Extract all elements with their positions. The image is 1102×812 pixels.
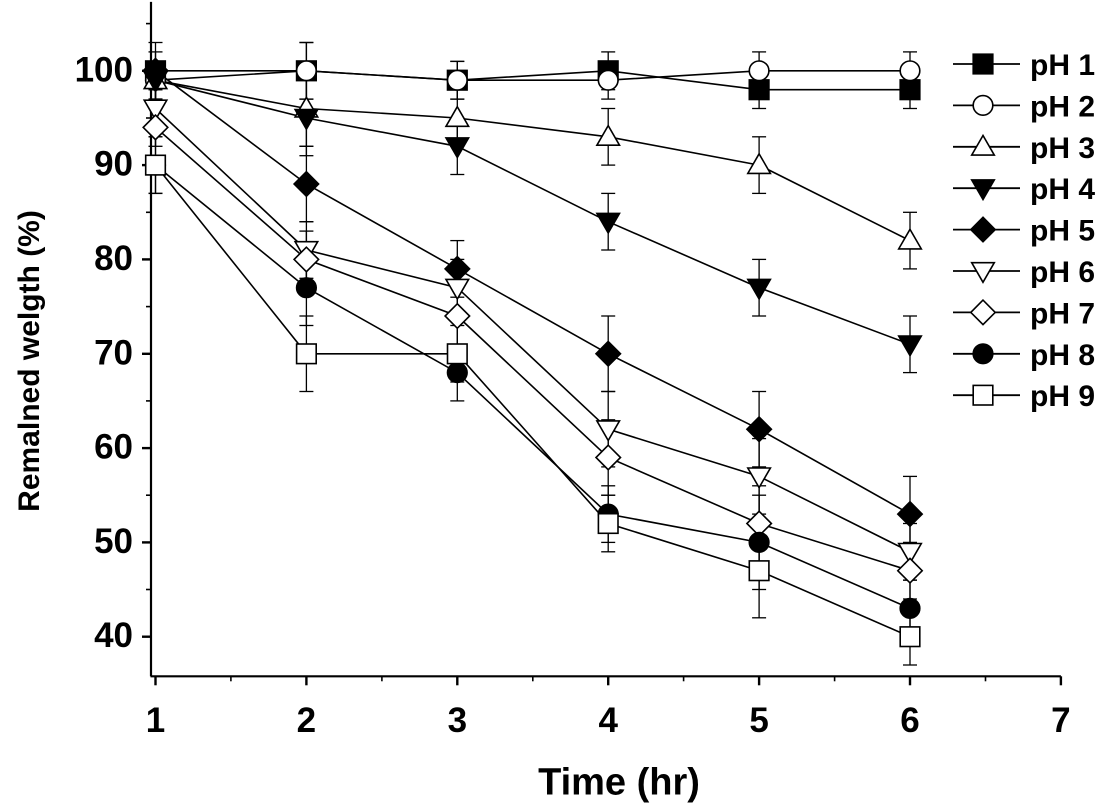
svg-text:3: 3 bbox=[448, 701, 467, 740]
svg-text:100: 100 bbox=[75, 50, 133, 89]
svg-text:40: 40 bbox=[94, 616, 133, 655]
svg-text:1: 1 bbox=[146, 701, 165, 740]
svg-text:90: 90 bbox=[94, 145, 133, 184]
svg-text:pH 7: pH 7 bbox=[1030, 297, 1095, 330]
svg-text:2: 2 bbox=[297, 701, 316, 740]
svg-text:6: 6 bbox=[900, 701, 919, 740]
svg-text:7: 7 bbox=[1051, 701, 1070, 740]
svg-text:50: 50 bbox=[94, 522, 133, 561]
svg-text:pH 2: pH 2 bbox=[1030, 90, 1095, 123]
svg-text:70: 70 bbox=[94, 333, 133, 372]
svg-text:pH 8: pH 8 bbox=[1030, 339, 1095, 372]
svg-text:pH 5: pH 5 bbox=[1030, 215, 1095, 248]
svg-text:pH 3: pH 3 bbox=[1030, 132, 1095, 165]
svg-text:4: 4 bbox=[598, 701, 618, 740]
svg-text:60: 60 bbox=[94, 428, 133, 467]
svg-text:pH 9: pH 9 bbox=[1030, 380, 1095, 413]
svg-text:pH 4: pH 4 bbox=[1030, 173, 1095, 206]
svg-text:pH 6: pH 6 bbox=[1030, 256, 1095, 289]
svg-text:80: 80 bbox=[94, 239, 133, 278]
svg-text:pH 1: pH 1 bbox=[1030, 49, 1095, 82]
svg-text:Time (hr): Time (hr) bbox=[538, 761, 700, 803]
svg-text:5: 5 bbox=[749, 701, 768, 740]
